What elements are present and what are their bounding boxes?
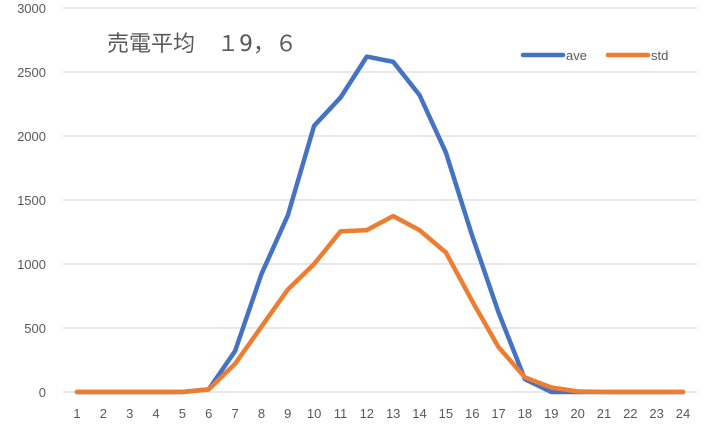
y-tick-label: 0 <box>39 385 46 400</box>
x-tick-label: 6 <box>205 406 212 421</box>
x-tick-label: 16 <box>465 406 479 421</box>
x-tick-label: 23 <box>649 406 663 421</box>
x-tick-label: 17 <box>491 406 505 421</box>
x-axis-ticks: 1 2 3 4 5 6 7 8 9 10 11 12 13 14 15 16 17 18 19 20 21 22 23 24 <box>73 406 690 421</box>
gridlines <box>63 7 697 393</box>
legend-label-std: std <box>651 48 668 63</box>
x-tick-label: 22 <box>623 406 637 421</box>
x-tick-label: 5 <box>179 406 186 421</box>
x-tick-label: 15 <box>439 406 453 421</box>
x-tick-label: 7 <box>231 406 238 421</box>
y-tick-label: 500 <box>24 321 46 336</box>
series-line-std <box>74 213 686 395</box>
x-tick-label: 14 <box>412 406 426 421</box>
x-tick-label: 10 <box>307 406 321 421</box>
x-tick-label: 4 <box>152 406 159 421</box>
x-tick-label: 13 <box>386 406 400 421</box>
x-tick-label: 8 <box>258 406 265 421</box>
y-tick-label: 1000 <box>17 257 46 272</box>
y-tick-label: 2500 <box>17 65 46 80</box>
x-tick-label: 2 <box>100 406 107 421</box>
y-tick-label: 1500 <box>17 193 46 208</box>
chart-title: 売電平均 １9，６ <box>107 32 297 57</box>
x-tick-label: 1 <box>73 406 80 421</box>
x-tick-label: 19 <box>544 406 558 421</box>
x-tick-label: 11 <box>334 406 348 421</box>
x-tick-label: 21 <box>597 406 611 421</box>
y-tick-label: 2000 <box>17 129 46 144</box>
x-tick-label: 20 <box>570 406 584 421</box>
x-tick-label: 18 <box>518 406 532 421</box>
x-tick-label: 3 <box>126 406 133 421</box>
x-tick-label: 12 <box>360 406 374 421</box>
legend: ave std <box>520 48 668 63</box>
y-tick-label: 3000 <box>17 1 46 16</box>
legend-label-ave: ave <box>566 48 587 63</box>
x-tick-label: 9 <box>284 406 291 421</box>
x-tick-label: 24 <box>676 406 690 421</box>
series-lines <box>74 54 686 395</box>
y-axis-ticks: 0 500 1000 1500 2000 2500 3000 <box>17 1 46 400</box>
